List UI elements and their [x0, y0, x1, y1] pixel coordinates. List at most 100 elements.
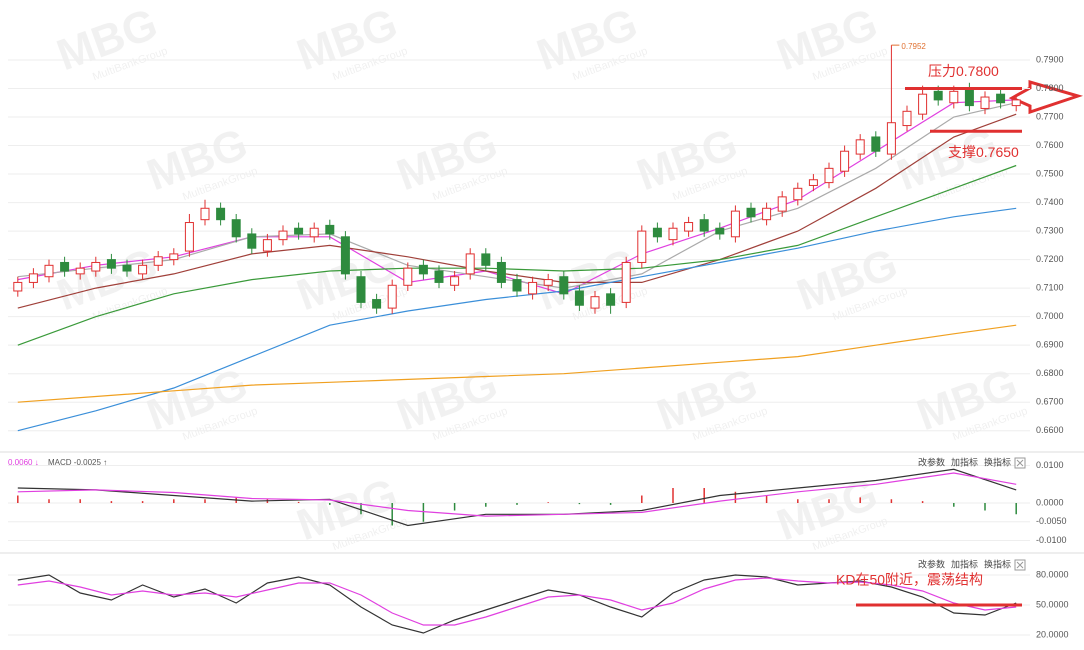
panel-button[interactable]: 加指标 — [951, 456, 978, 467]
candle-body — [746, 207, 756, 218]
candle-body — [1011, 99, 1021, 107]
candle-body — [652, 227, 662, 238]
y-tick-label: 0.7300 — [1036, 225, 1064, 235]
candle-body — [122, 264, 132, 272]
candle-body — [793, 187, 803, 201]
candle-body — [996, 93, 1006, 104]
candle-body — [450, 276, 460, 286]
candle-body — [356, 276, 366, 303]
candle-body — [278, 230, 288, 241]
candle-body — [309, 227, 319, 238]
y-tick-label: 80.0000 — [1036, 569, 1069, 579]
line-series — [17, 113, 1017, 309]
y-tick-label: 50.0000 — [1036, 599, 1069, 609]
panel-button[interactable]: 加指标 — [951, 558, 978, 569]
macd-header: MACD -0.0025 ↑ — [48, 458, 107, 467]
candle-body — [777, 196, 787, 212]
candle-body — [403, 267, 413, 286]
candle-body — [715, 227, 725, 235]
y-tick-label: 0.6900 — [1036, 340, 1064, 350]
line-series — [17, 468, 1017, 527]
candle-body — [824, 167, 834, 184]
candle-body — [200, 207, 210, 221]
candle-body — [216, 207, 226, 221]
candle-body — [28, 273, 38, 283]
candle-body — [699, 219, 709, 232]
macd-header: 0.0060 ↓ — [8, 458, 39, 467]
candle-body — [465, 253, 475, 275]
candle-body — [481, 253, 491, 266]
candle-body — [933, 90, 943, 101]
candle-body — [886, 122, 896, 155]
candle-body — [668, 227, 678, 241]
panel-button[interactable]: 换指标 — [984, 558, 1011, 569]
line-series — [17, 207, 1017, 432]
candle-body — [294, 227, 304, 235]
candle-body — [964, 87, 974, 107]
line-series — [17, 324, 1017, 403]
y-tick-label: 0.6700 — [1036, 397, 1064, 407]
candle-body — [13, 281, 23, 292]
candle-body — [262, 239, 272, 252]
y-tick-label: 0.6800 — [1036, 368, 1064, 378]
candle-body — [871, 136, 881, 152]
y-tick-label: 0.7800 — [1036, 83, 1064, 93]
candle-body — [231, 219, 241, 238]
candle-body — [762, 207, 772, 221]
candle-body — [730, 210, 740, 238]
candle-body — [606, 293, 616, 306]
candle-body — [91, 261, 101, 272]
candle-body — [621, 261, 631, 303]
line-series — [17, 577, 1017, 626]
y-tick-label: -0.0050 — [1036, 516, 1067, 526]
panel-button[interactable]: 换指标 — [984, 456, 1011, 467]
candle-body — [528, 281, 538, 295]
candle-body — [247, 233, 257, 249]
candle-body — [60, 261, 70, 272]
candle-body — [434, 270, 444, 283]
line-series — [17, 102, 1017, 289]
candle-body — [637, 230, 647, 263]
candle-body — [340, 236, 350, 275]
candle-body — [559, 276, 569, 295]
candle-body — [325, 224, 335, 235]
panel-button[interactable]: 改参数 — [918, 456, 945, 467]
high-label: 0.7952 — [901, 42, 926, 51]
line-series — [17, 472, 1017, 517]
candle-body — [590, 296, 600, 309]
candle-body — [574, 290, 584, 306]
candle-body — [44, 264, 54, 278]
close-icon — [1016, 459, 1024, 467]
candle-body — [543, 279, 553, 286]
y-tick-label: 0.0000 — [1036, 497, 1064, 507]
y-tick-label: 0.7600 — [1036, 140, 1064, 150]
y-tick-label: 0.6600 — [1036, 425, 1064, 435]
candle-body — [840, 150, 850, 172]
y-tick-label: 0.7000 — [1036, 311, 1064, 321]
level-label: 支撑0.7650 — [948, 144, 1019, 160]
y-tick-label: 20.0000 — [1036, 629, 1069, 639]
plot: 0.6600 0.6700 0.6800 0.6900 0.7000 0.7100 0.72… — [8, 42, 1069, 639]
panel-button[interactable]: 改参数 — [918, 558, 945, 569]
candle-body — [418, 264, 428, 275]
candle-body — [75, 267, 85, 275]
candle-body — [918, 93, 928, 115]
candle-body — [980, 96, 990, 109]
candle-body — [372, 299, 382, 309]
close-icon — [1016, 561, 1024, 569]
candle-body — [512, 279, 522, 292]
candle-body — [902, 110, 912, 127]
y-tick-label: 0.7200 — [1036, 254, 1064, 264]
y-tick-label: 0.7700 — [1036, 111, 1064, 121]
y-tick-label: 0.7900 — [1036, 54, 1064, 64]
candle-body — [808, 179, 818, 186]
y-tick-label: 0.7400 — [1036, 197, 1064, 207]
kd-label: KD在50附近，震荡结构 — [836, 572, 983, 588]
candle-body — [138, 264, 148, 275]
candle-body — [153, 256, 163, 266]
y-tick-label: 0.7500 — [1036, 168, 1064, 178]
candle-body — [855, 139, 865, 155]
